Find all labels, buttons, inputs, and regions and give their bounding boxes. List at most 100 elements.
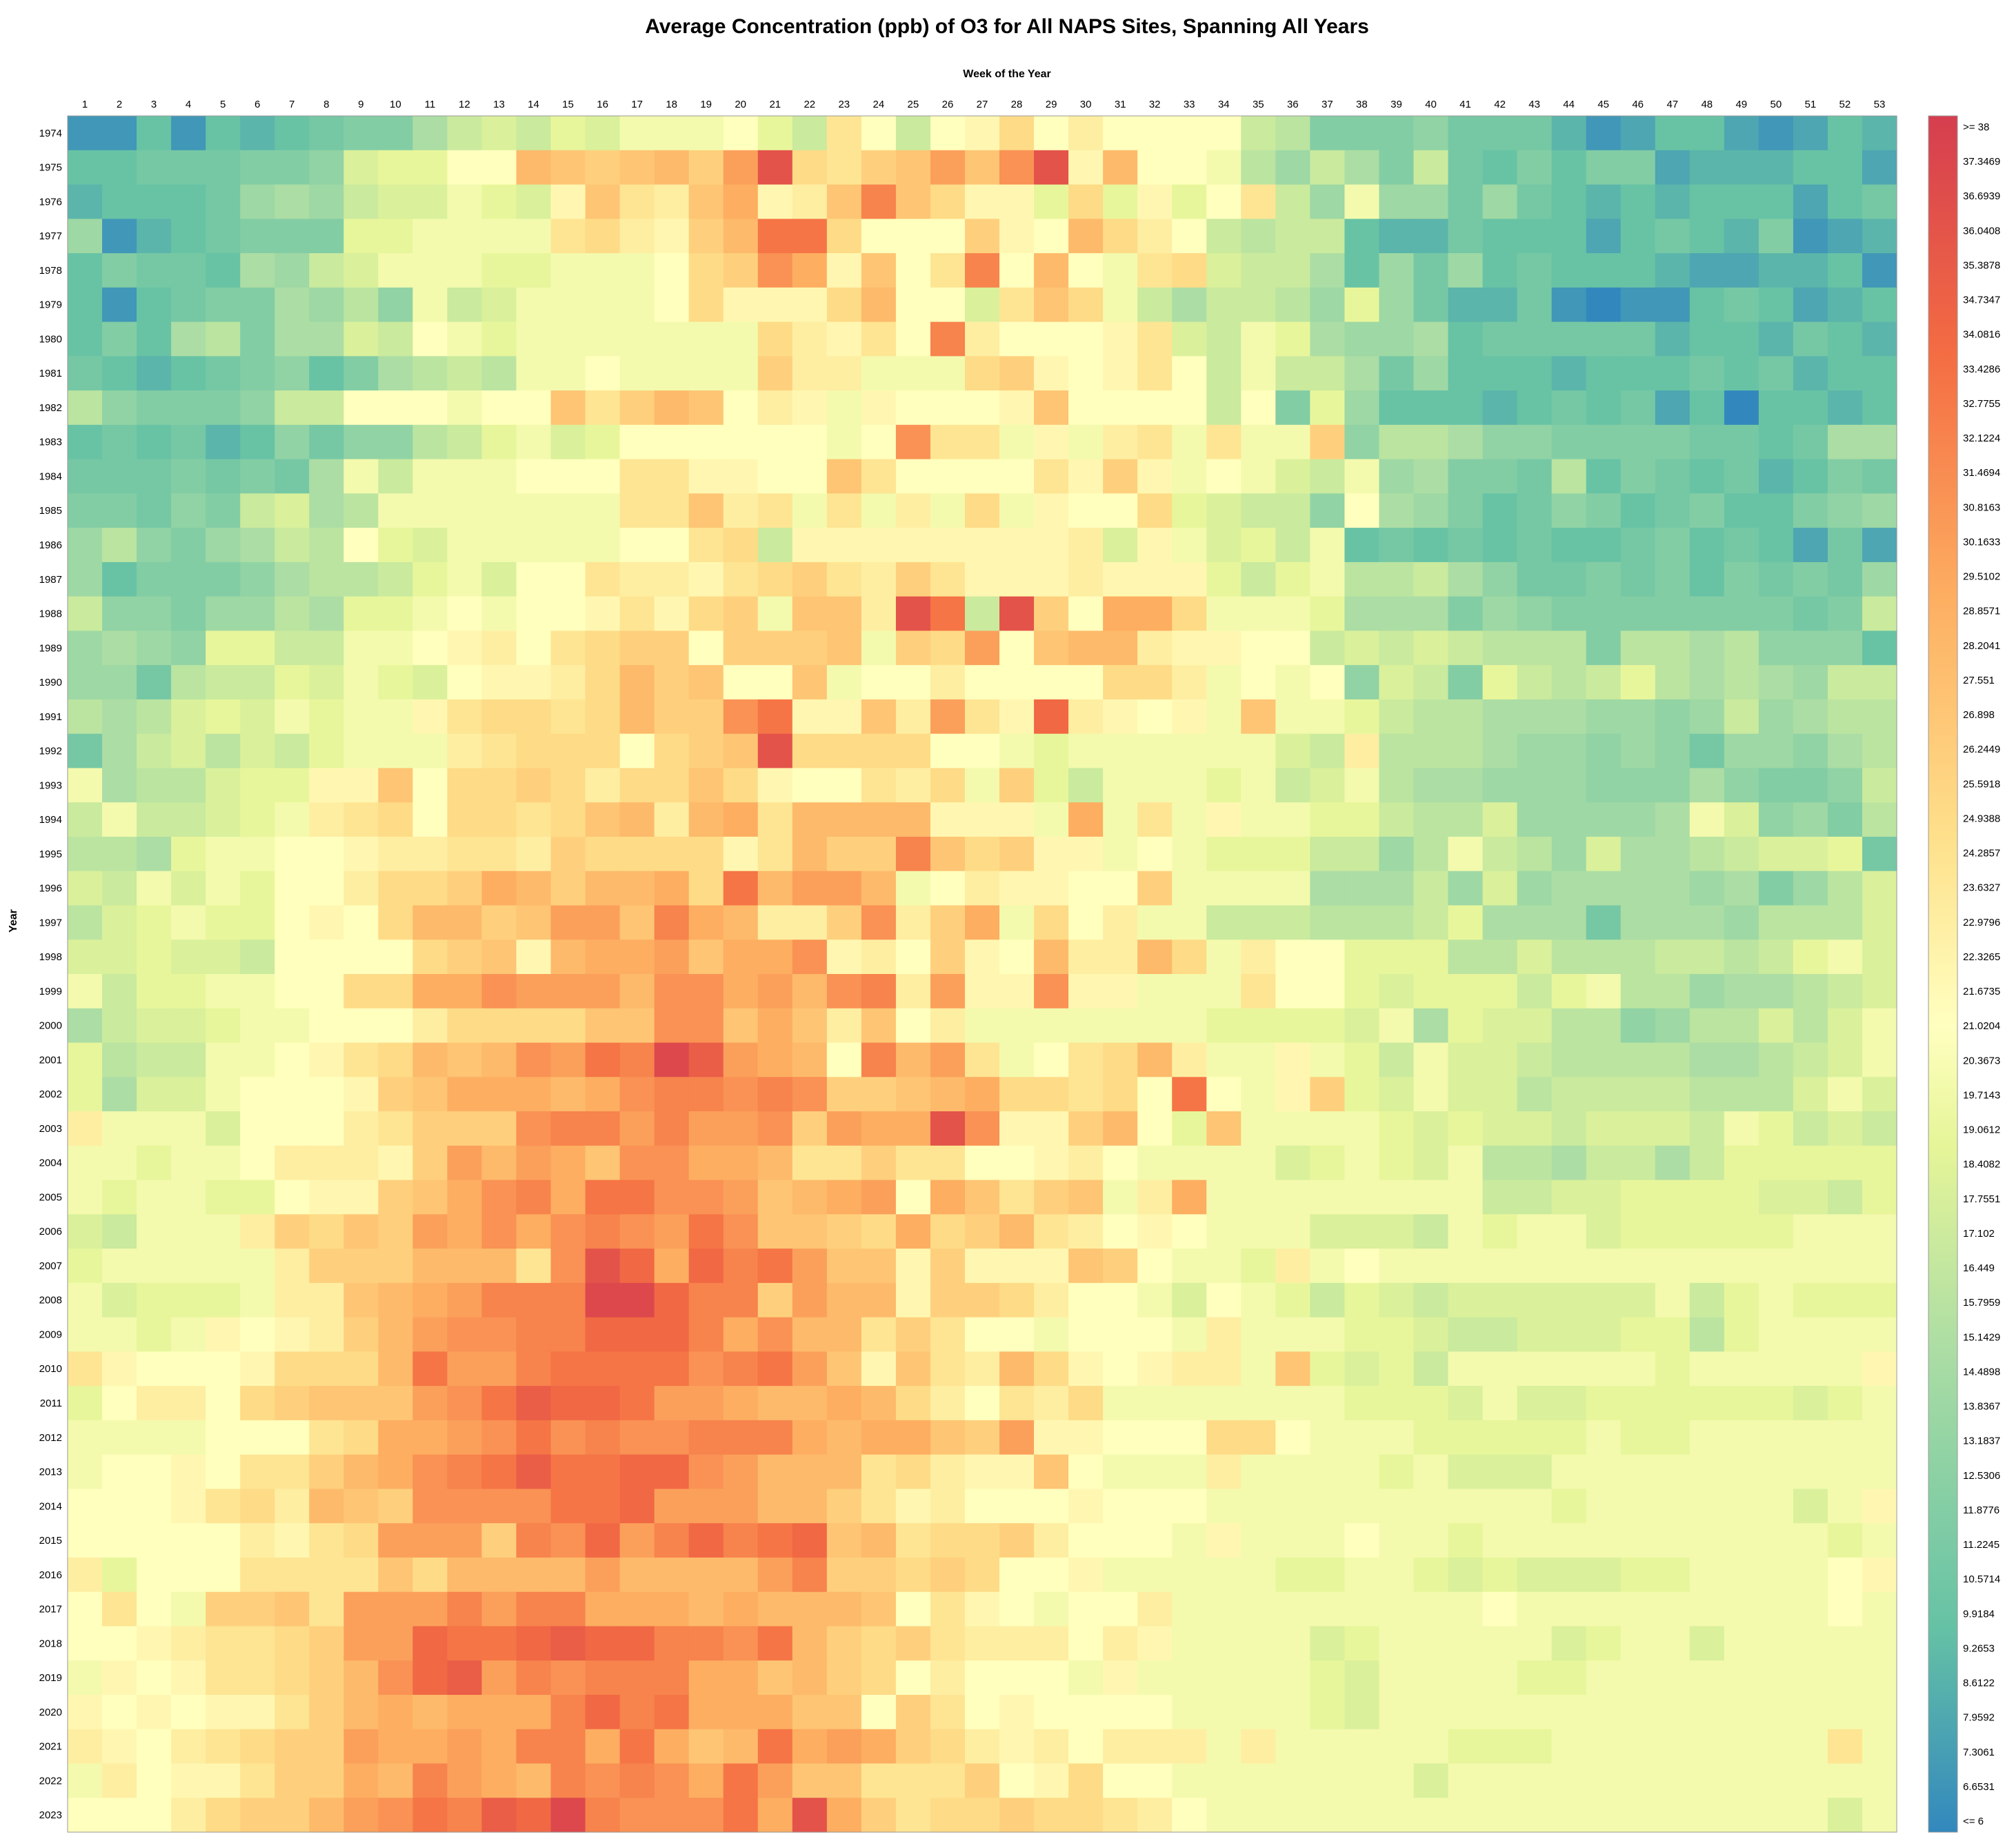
heatmap-cell bbox=[999, 974, 1035, 1009]
heatmap-cell bbox=[1275, 733, 1310, 769]
heatmap-cell bbox=[1034, 287, 1069, 323]
heatmap-cell bbox=[481, 356, 517, 391]
heatmap-cell bbox=[585, 356, 621, 391]
heatmap-cell bbox=[1689, 1111, 1725, 1146]
x-tick-label: 28 bbox=[1011, 99, 1023, 110]
heatmap-cell bbox=[585, 733, 621, 769]
heatmap-cell bbox=[412, 871, 448, 906]
heatmap-cell bbox=[550, 1660, 586, 1696]
heatmap-cell bbox=[999, 699, 1035, 735]
heatmap-cell bbox=[1689, 1180, 1725, 1215]
heatmap-cell bbox=[688, 1249, 724, 1284]
heatmap-cell bbox=[930, 1694, 966, 1730]
heatmap-cell bbox=[516, 493, 552, 528]
colorbar-tick-label: 24.9388 bbox=[1963, 813, 2000, 824]
heatmap-cell bbox=[999, 1386, 1035, 1421]
heatmap-cell bbox=[550, 665, 586, 700]
heatmap-cell bbox=[137, 1591, 172, 1627]
heatmap-cell bbox=[1413, 321, 1449, 357]
heatmap-cell bbox=[1827, 184, 1863, 219]
heatmap-cell bbox=[275, 184, 310, 219]
heatmap-cell bbox=[516, 562, 552, 597]
heatmap-cell bbox=[1310, 1249, 1345, 1284]
heatmap-cell bbox=[1241, 1008, 1276, 1044]
heatmap-cell bbox=[102, 390, 137, 426]
heatmap-cell bbox=[1103, 1420, 1138, 1455]
heatmap-cell bbox=[447, 1042, 483, 1077]
heatmap-cell bbox=[792, 630, 828, 666]
heatmap-cell bbox=[999, 1111, 1035, 1146]
heatmap-cell bbox=[1448, 905, 1484, 940]
heatmap-cell bbox=[757, 1282, 793, 1318]
heatmap-cell bbox=[1034, 253, 1069, 288]
heatmap-cell bbox=[550, 1214, 586, 1249]
heatmap-cell bbox=[964, 1386, 1000, 1421]
heatmap-cell bbox=[757, 836, 793, 872]
heatmap-cell bbox=[171, 1180, 206, 1215]
heatmap-cell bbox=[481, 184, 517, 219]
heatmap-cell bbox=[206, 1591, 241, 1627]
heatmap-cell bbox=[1034, 1282, 1069, 1318]
heatmap-cell bbox=[516, 1660, 552, 1696]
heatmap-cell bbox=[1517, 1145, 1553, 1181]
heatmap-cell bbox=[68, 356, 103, 391]
heatmap-cell bbox=[1482, 1557, 1518, 1593]
heatmap-cell bbox=[585, 836, 621, 872]
heatmap-cell bbox=[275, 1317, 310, 1352]
heatmap-cell bbox=[343, 1386, 379, 1421]
heatmap-cell bbox=[1448, 1351, 1484, 1387]
heatmap-cell bbox=[585, 905, 621, 940]
heatmap-cell bbox=[1241, 1351, 1276, 1387]
heatmap-cell bbox=[1862, 1626, 1897, 1661]
heatmap-cell bbox=[1517, 253, 1553, 288]
heatmap-cell bbox=[1103, 528, 1138, 563]
heatmap-cell bbox=[1689, 630, 1725, 666]
heatmap-cell bbox=[1275, 1042, 1310, 1077]
heatmap-cell bbox=[1034, 630, 1069, 666]
heatmap-cell bbox=[1241, 1249, 1276, 1284]
heatmap-cell bbox=[550, 1386, 586, 1421]
heatmap-cell bbox=[1689, 1523, 1725, 1558]
heatmap-cell bbox=[930, 733, 966, 769]
heatmap-cell bbox=[585, 287, 621, 323]
heatmap-cell bbox=[481, 1763, 517, 1798]
heatmap-cell bbox=[1689, 733, 1725, 769]
colorbar-gradient bbox=[1928, 115, 1958, 1833]
heatmap-cell bbox=[171, 1282, 206, 1318]
heatmap-cell bbox=[999, 905, 1035, 940]
heatmap-cell bbox=[930, 802, 966, 837]
heatmap-cell bbox=[171, 459, 206, 494]
heatmap-cell bbox=[1689, 562, 1725, 597]
heatmap-cell bbox=[309, 562, 344, 597]
heatmap-cell bbox=[481, 1557, 517, 1593]
heatmap-cell bbox=[1827, 116, 1863, 151]
heatmap-cell bbox=[206, 562, 241, 597]
heatmap-cell bbox=[1448, 1763, 1484, 1798]
heatmap-cell bbox=[999, 356, 1035, 391]
heatmap-cell bbox=[1793, 219, 1828, 254]
heatmap-cell bbox=[1724, 630, 1759, 666]
heatmap-cell bbox=[895, 528, 931, 563]
heatmap-cell bbox=[792, 802, 828, 837]
heatmap-cell bbox=[1724, 1454, 1759, 1489]
heatmap-cell bbox=[206, 1351, 241, 1387]
heatmap-cell bbox=[1413, 596, 1449, 631]
heatmap-cell bbox=[1724, 321, 1759, 357]
heatmap-cell bbox=[1344, 390, 1380, 426]
heatmap-cell bbox=[275, 1729, 310, 1765]
y-tick-label: 1999 bbox=[39, 986, 62, 997]
heatmap-cell bbox=[68, 630, 103, 666]
heatmap-cell bbox=[309, 1729, 344, 1765]
y-tick-label: 1994 bbox=[39, 814, 62, 826]
x-tick-label: 6 bbox=[255, 99, 260, 110]
heatmap-cell bbox=[378, 219, 413, 254]
heatmap-cell bbox=[619, 1626, 655, 1661]
heatmap-cell bbox=[378, 1454, 413, 1489]
heatmap-cell bbox=[1206, 1557, 1242, 1593]
heatmap-cell bbox=[309, 1111, 344, 1146]
heatmap-cell bbox=[1827, 1798, 1863, 1833]
heatmap-cell bbox=[1689, 1386, 1725, 1421]
heatmap-cell bbox=[378, 1694, 413, 1730]
heatmap-cell bbox=[1344, 528, 1380, 563]
heatmap-cell bbox=[1344, 493, 1380, 528]
